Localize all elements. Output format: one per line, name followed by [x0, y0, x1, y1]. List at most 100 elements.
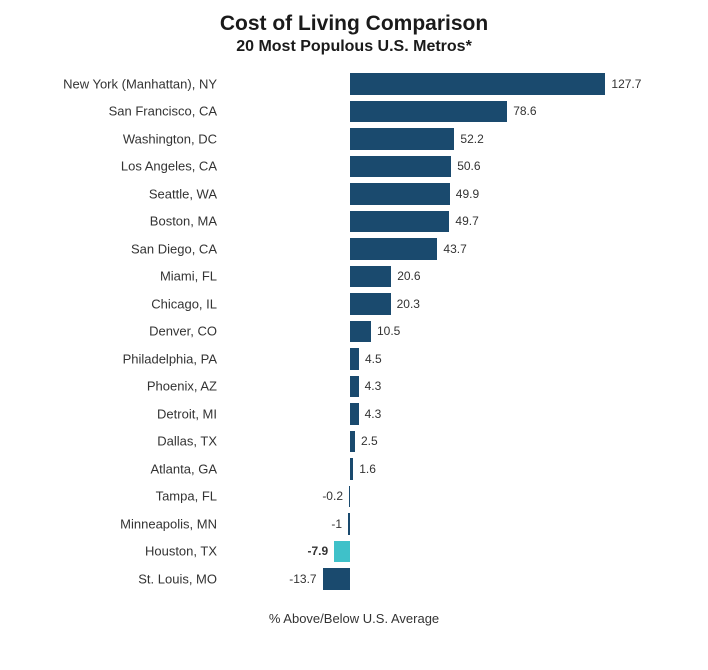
- bar: [349, 486, 350, 508]
- bar-row: Atlanta, GA 1.6: [0, 455, 678, 483]
- value-label: 4.3: [365, 379, 382, 393]
- category-label: Philadelphia, PA: [123, 351, 225, 366]
- category-label: St. Louis, MO: [138, 571, 225, 586]
- bar-row: Seattle, WA 49.9: [0, 180, 678, 208]
- bar-row: Tampa, FL -0.2: [0, 483, 678, 511]
- category-label: Detroit, MI: [157, 406, 225, 421]
- category-label: Minneapolis, MN: [120, 516, 225, 531]
- bar: [350, 73, 605, 95]
- category-label: San Diego, CA: [131, 241, 225, 256]
- category-label: Tampa, FL: [156, 489, 225, 504]
- bar: [350, 128, 454, 150]
- bar-row: Washington, DC 52.2: [0, 125, 678, 153]
- category-label: Los Angeles, CA: [121, 159, 225, 174]
- bar-row: Philadelphia, PA 4.5: [0, 345, 678, 373]
- value-label: 20.6: [397, 269, 420, 283]
- bar: [350, 183, 450, 205]
- bar-track: 78.6: [225, 98, 678, 126]
- bar-track: -13.7: [225, 565, 678, 593]
- bar-track: 43.7: [225, 235, 678, 263]
- bar-row: Miami, FL 20.6: [0, 263, 678, 291]
- category-label: San Francisco, CA: [109, 104, 225, 119]
- value-label: 20.3: [397, 297, 420, 311]
- value-label: 1.6: [359, 462, 376, 476]
- bar: [350, 211, 449, 233]
- category-label: Miami, FL: [160, 269, 225, 284]
- bar-track: 49.9: [225, 180, 678, 208]
- category-label: Houston, TX: [145, 544, 225, 559]
- bar-row: Phoenix, AZ 4.3: [0, 373, 678, 401]
- bar-row: Boston, MA 49.7: [0, 208, 678, 236]
- value-label: 50.6: [457, 159, 480, 173]
- value-label: 52.2: [460, 132, 483, 146]
- bar-row: Dallas, TX 2.5: [0, 428, 678, 456]
- bar: [350, 156, 451, 178]
- bar: [350, 266, 391, 288]
- bar-track: 50.6: [225, 153, 678, 181]
- bar-track: 127.7: [225, 70, 678, 98]
- bar-row: Chicago, IL 20.3: [0, 290, 678, 318]
- bar-track: 52.2: [225, 125, 678, 153]
- value-label: 4.3: [365, 407, 382, 421]
- bar-track: 4.5: [225, 345, 678, 373]
- bar: [350, 403, 359, 425]
- value-label: -13.7: [289, 572, 316, 586]
- bar-row: Detroit, MI 4.3: [0, 400, 678, 428]
- bar: [350, 431, 355, 453]
- bar-track: -7.9: [225, 538, 678, 566]
- bar: [350, 458, 353, 480]
- bar-track: -0.2: [225, 483, 678, 511]
- category-label: Atlanta, GA: [151, 461, 225, 476]
- category-label: Denver, CO: [149, 324, 225, 339]
- plot-area: New York (Manhattan), NY 127.7 San Francis…: [0, 70, 678, 593]
- chart-container: Cost of Living Comparison 20 Most Populo…: [0, 0, 708, 670]
- bar: [334, 541, 350, 563]
- bar-row: Houston, TX -7.9: [0, 538, 678, 566]
- bar: [323, 568, 350, 590]
- bar-row: New York (Manhattan), NY 127.7: [0, 70, 678, 98]
- value-label: 10.5: [377, 324, 400, 338]
- value-label: 49.9: [456, 187, 479, 201]
- bar-row: San Francisco, CA 78.6: [0, 98, 678, 126]
- bar-track: 1.6: [225, 455, 678, 483]
- value-label: 43.7: [443, 242, 466, 256]
- value-label: 49.7: [455, 214, 478, 228]
- category-label: Boston, MA: [150, 214, 225, 229]
- bar: [350, 321, 371, 343]
- chart-subtitle: 20 Most Populous U.S. Metros*: [0, 38, 708, 56]
- category-label: Dallas, TX: [157, 434, 225, 449]
- bar: [350, 348, 359, 370]
- bar-row: Los Angeles, CA 50.6: [0, 153, 678, 181]
- bar-row: San Diego, CA 43.7: [0, 235, 678, 263]
- bar: [350, 101, 507, 123]
- value-label: 78.6: [513, 104, 536, 118]
- bar-track: 4.3: [225, 373, 678, 401]
- value-label: -1: [331, 517, 342, 531]
- category-label: Washington, DC: [123, 131, 225, 146]
- bar-track: 49.7: [225, 208, 678, 236]
- bar-track: 4.3: [225, 400, 678, 428]
- value-label: -7.9: [308, 544, 329, 558]
- bar: [350, 376, 359, 398]
- bar-row: Minneapolis, MN -1: [0, 510, 678, 538]
- value-label: 127.7: [611, 77, 641, 91]
- category-label: Seattle, WA: [149, 186, 225, 201]
- bar-row: Denver, CO 10.5: [0, 318, 678, 346]
- bar: [348, 513, 350, 535]
- bar-track: -1: [225, 510, 678, 538]
- value-label: -0.2: [322, 489, 343, 503]
- category-label: Phoenix, AZ: [147, 379, 225, 394]
- bar-track: 20.3: [225, 290, 678, 318]
- x-axis-label: % Above/Below U.S. Average: [0, 611, 708, 626]
- bar-track: 20.6: [225, 263, 678, 291]
- value-label: 2.5: [361, 434, 378, 448]
- value-label: 4.5: [365, 352, 382, 366]
- bar: [350, 293, 391, 315]
- bar: [350, 238, 437, 260]
- bar-track: 10.5: [225, 318, 678, 346]
- bar-track: 2.5: [225, 428, 678, 456]
- bar-row: St. Louis, MO -13.7: [0, 565, 678, 593]
- category-label: Chicago, IL: [151, 296, 225, 311]
- chart-title: Cost of Living Comparison: [0, 12, 708, 36]
- category-label: New York (Manhattan), NY: [63, 76, 225, 91]
